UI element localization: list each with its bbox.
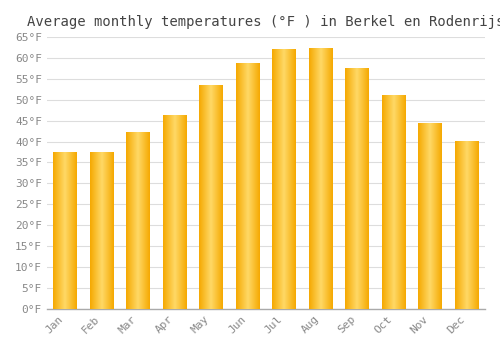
Title: Average monthly temperatures (°F ) in Berkel en Rodenrijs: Average monthly temperatures (°F ) in Be… bbox=[27, 15, 500, 29]
